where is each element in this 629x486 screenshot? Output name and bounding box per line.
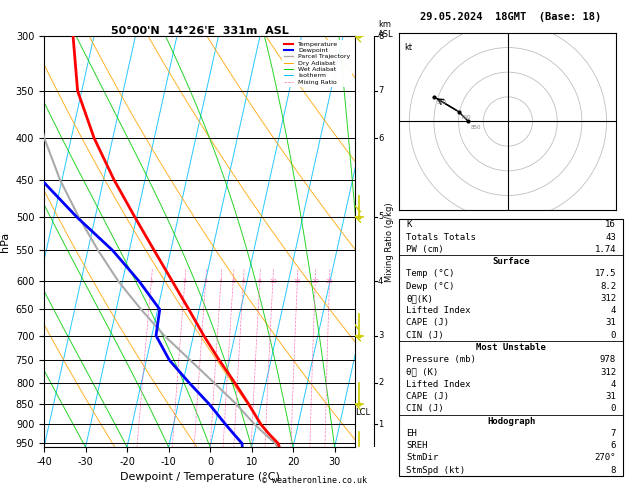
Text: Most Unstable: Most Unstable [476,343,546,352]
Text: © weatheronline.co.uk: © weatheronline.co.uk [262,476,367,485]
Text: θᴇ(K): θᴇ(K) [406,294,433,303]
Text: CAPE (J): CAPE (J) [406,318,449,328]
Text: 1: 1 [149,278,153,284]
Text: 7: 7 [611,429,616,438]
Text: 43: 43 [605,233,616,242]
Text: 312: 312 [600,367,616,377]
Text: 4: 4 [611,380,616,389]
Text: 3: 3 [378,331,384,340]
Text: 1.74: 1.74 [594,245,616,254]
Text: 20: 20 [311,278,319,284]
Text: 0: 0 [611,331,616,340]
Text: 2: 2 [378,378,383,387]
Text: 700: 700 [461,115,472,120]
Text: 0: 0 [611,404,616,413]
Text: Totals Totals: Totals Totals [406,233,476,242]
Text: 8.2: 8.2 [600,282,616,291]
Text: 3: 3 [204,278,208,284]
Text: 7: 7 [378,87,384,95]
Text: kt: kt [404,43,413,52]
Text: 8: 8 [378,32,384,41]
Text: ASL: ASL [378,30,394,38]
Text: 5: 5 [378,212,383,221]
Text: 500: 500 [437,100,447,105]
Y-axis label: hPa: hPa [0,232,10,252]
Text: K: K [406,220,411,229]
Text: Lifted Index: Lifted Index [406,380,470,389]
X-axis label: Dewpoint / Temperature (°C): Dewpoint / Temperature (°C) [120,472,280,483]
Text: 6: 6 [242,278,245,284]
Text: 15: 15 [294,278,301,284]
Text: 8: 8 [611,466,616,475]
Title: 50°00'N  14°26'E  331m  ASL: 50°00'N 14°26'E 331m ASL [111,26,289,35]
Text: θᴇ (K): θᴇ (K) [406,367,438,377]
Text: 978: 978 [600,355,616,364]
Text: SREH: SREH [406,441,428,450]
Text: StmSpd (kt): StmSpd (kt) [406,466,465,475]
Text: Temp (°C): Temp (°C) [406,269,455,278]
Text: 16: 16 [605,220,616,229]
Text: 312: 312 [600,294,616,303]
Text: 6: 6 [611,441,616,450]
Text: 5: 5 [231,278,235,284]
Text: 6: 6 [378,134,384,142]
Text: 29.05.2024  18GMT  (Base: 18): 29.05.2024 18GMT (Base: 18) [420,12,602,22]
Text: 1: 1 [378,420,383,429]
Text: 10: 10 [269,278,277,284]
Text: 850: 850 [471,125,481,130]
Text: CAPE (J): CAPE (J) [406,392,449,401]
Text: StmDir: StmDir [406,453,438,462]
Text: EH: EH [406,429,417,438]
Text: 31: 31 [605,318,616,328]
Text: PW (cm): PW (cm) [406,245,443,254]
Text: Hodograph: Hodograph [487,417,535,426]
Text: LCL: LCL [355,408,370,417]
Text: 17.5: 17.5 [594,269,616,278]
Text: 25: 25 [326,278,333,284]
Text: 8: 8 [258,278,262,284]
Text: 4: 4 [219,278,223,284]
Text: 2: 2 [183,278,187,284]
Legend: Temperature, Dewpoint, Parcel Trajectory, Dry Adiabat, Wet Adiabat, Isotherm, Mi: Temperature, Dewpoint, Parcel Trajectory… [282,39,352,87]
Text: 31: 31 [605,392,616,401]
Text: Lifted Index: Lifted Index [406,306,470,315]
Text: 4: 4 [378,277,383,286]
Text: km: km [378,20,391,29]
Text: CIN (J): CIN (J) [406,331,443,340]
Text: Pressure (mb): Pressure (mb) [406,355,476,364]
Text: Dewp (°C): Dewp (°C) [406,282,455,291]
Text: Surface: Surface [493,257,530,266]
Text: 4: 4 [611,306,616,315]
Text: 270°: 270° [594,453,616,462]
Text: CIN (J): CIN (J) [406,404,443,413]
Text: Mixing Ratio (g/kg): Mixing Ratio (g/kg) [385,202,394,281]
